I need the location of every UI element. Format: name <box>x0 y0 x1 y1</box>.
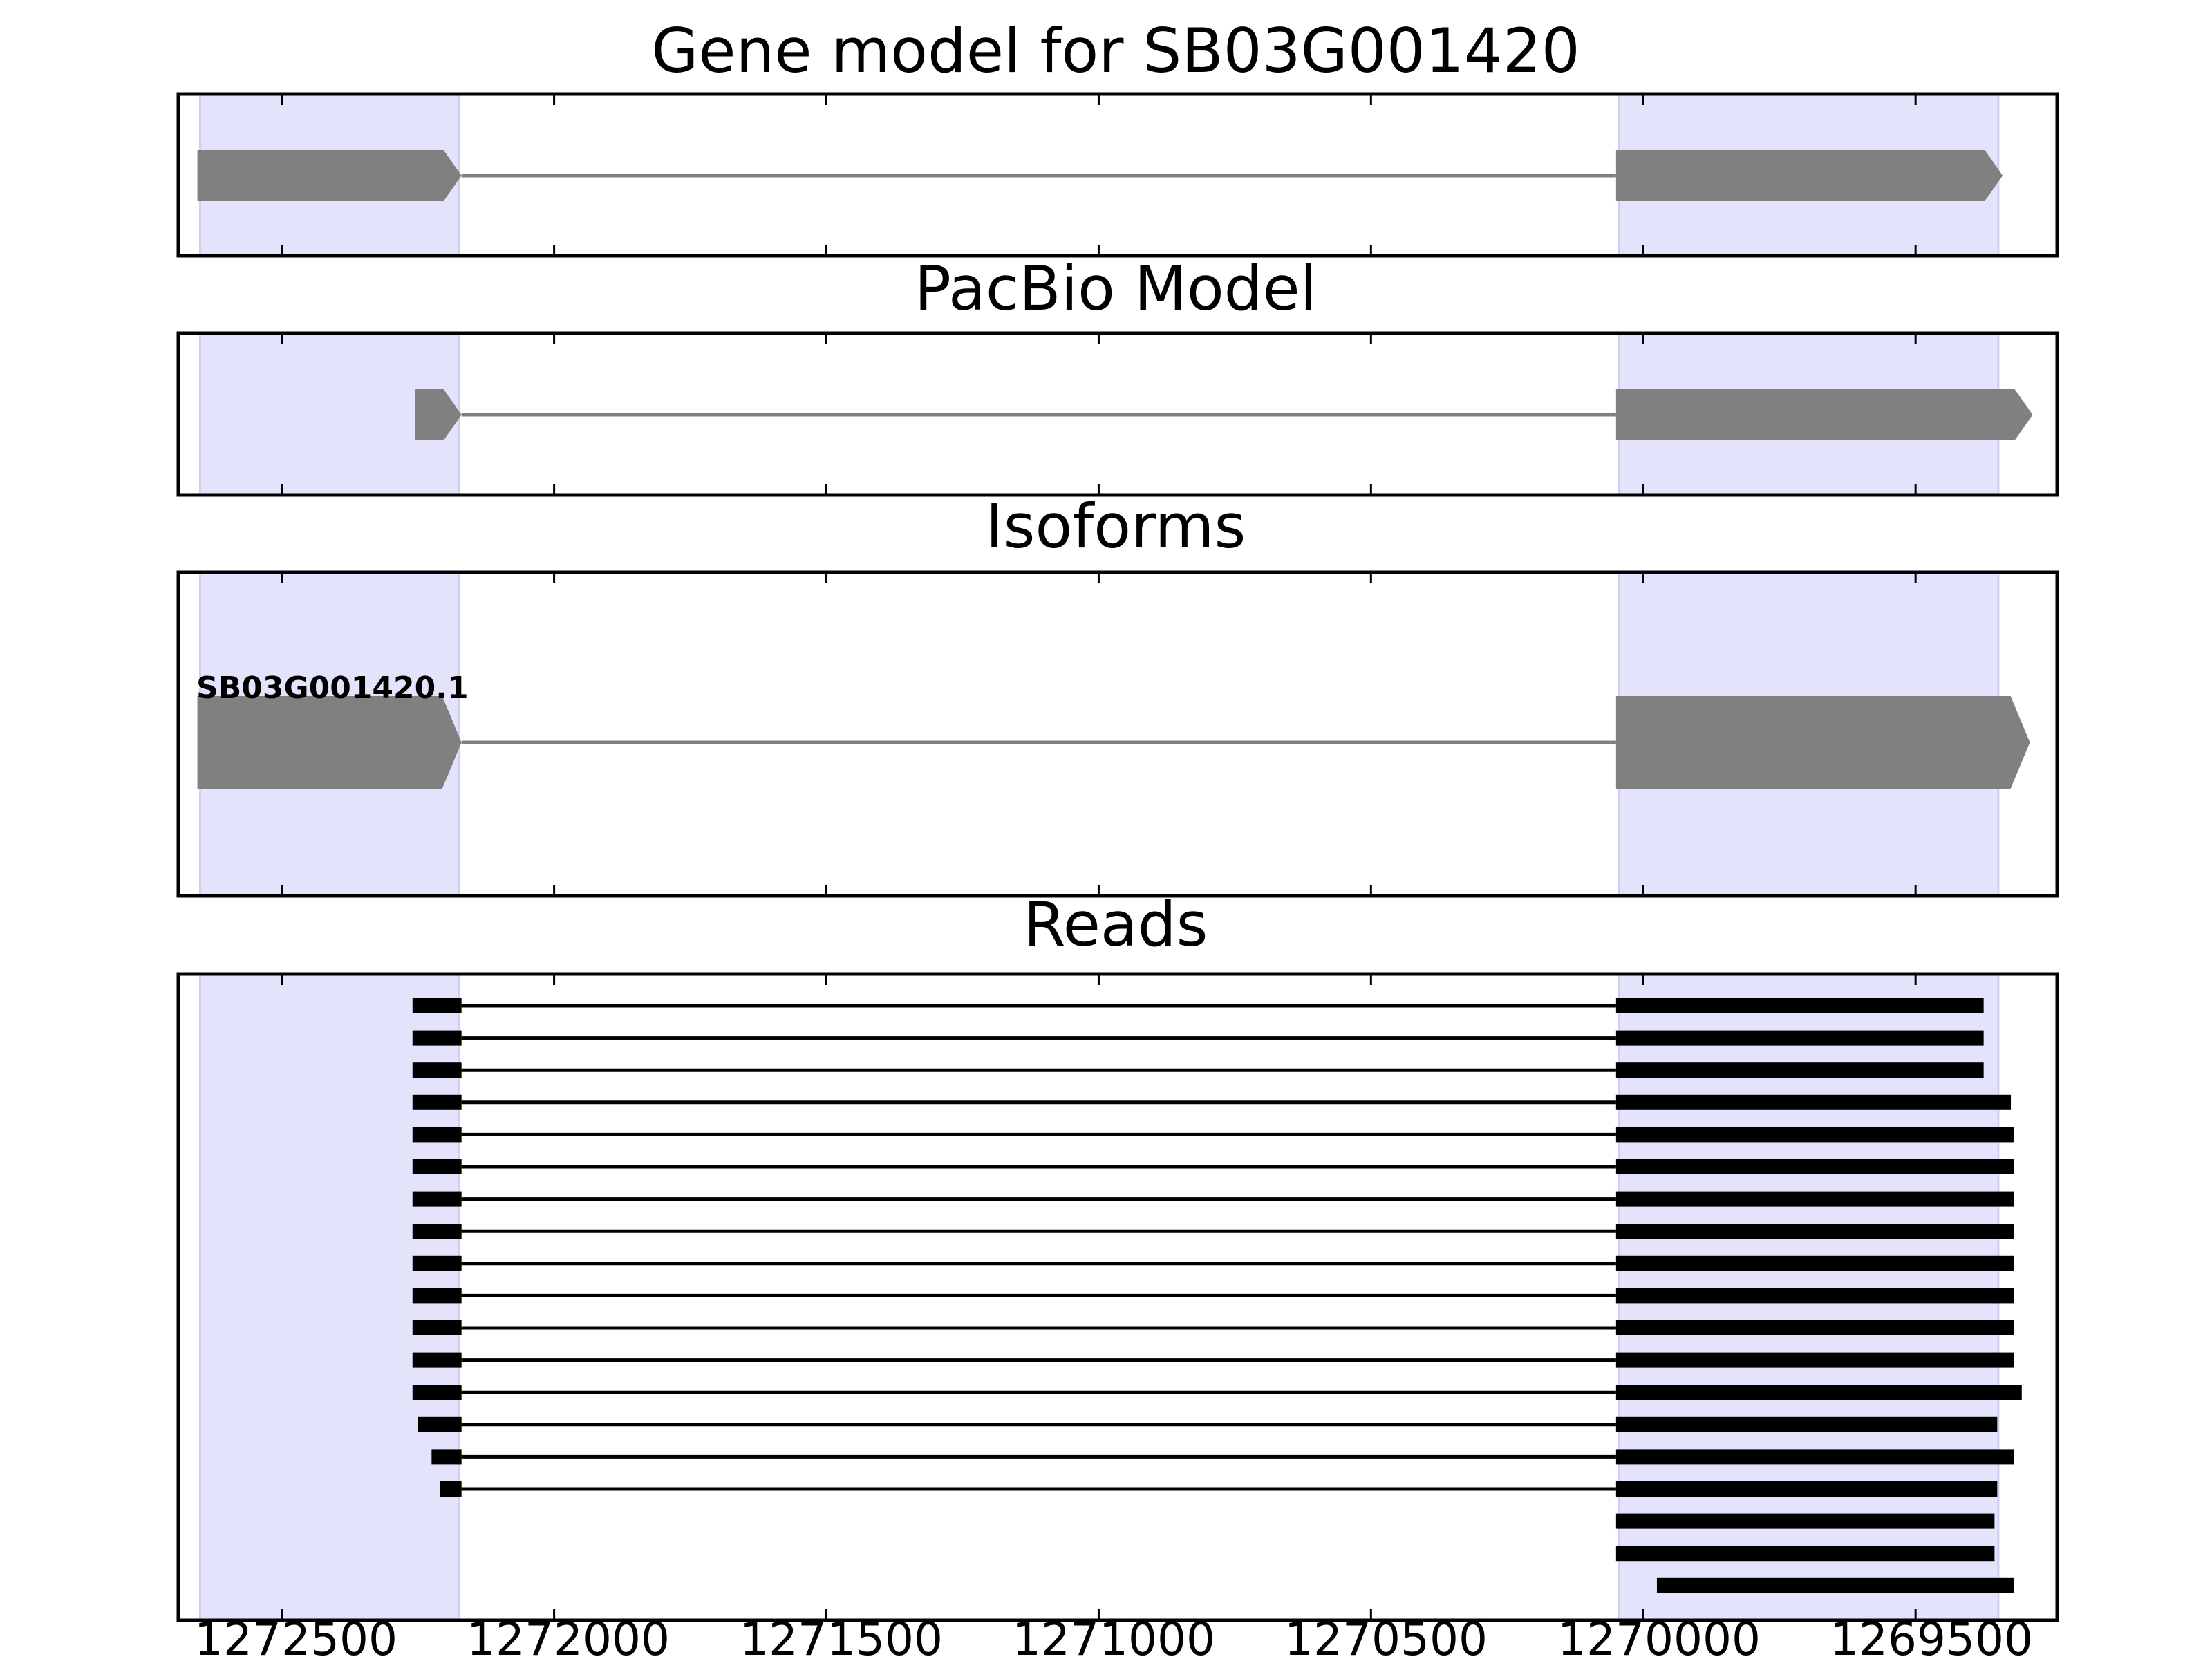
read-block-5-1 <box>1615 1159 2014 1174</box>
read-block-14-1 <box>1615 1449 2014 1465</box>
feature-marks <box>197 150 2033 1593</box>
read-block-3-0 <box>412 1094 462 1110</box>
read-block-10-1 <box>1615 1320 2014 1335</box>
read-block-15-0 <box>440 1481 462 1497</box>
read-block-11-1 <box>1615 1352 2014 1368</box>
read-block-8-1 <box>1615 1255 2014 1271</box>
read-block-2-1 <box>1615 1062 1984 1078</box>
read-block-2-0 <box>412 1062 462 1078</box>
x-tick-label-3: 1271000 <box>1012 1613 1215 1659</box>
read-block-3-1 <box>1615 1094 2012 1110</box>
x-tick-label-5: 1270000 <box>1557 1613 1761 1659</box>
panel-frame-0 <box>176 92 2059 258</box>
read-block-4-0 <box>412 1127 462 1143</box>
exon-mark-1-0 <box>415 389 462 440</box>
read-block-18-0 <box>1656 1577 2014 1593</box>
read-block-9-1 <box>1615 1288 2014 1304</box>
panel-frame-3 <box>176 972 2059 1622</box>
exon-mark-2-1 <box>1615 696 2030 789</box>
read-block-13-1 <box>1615 1416 1998 1432</box>
read-block-4-1 <box>1615 1127 2014 1143</box>
read-block-14-0 <box>431 1449 462 1465</box>
x-tick-label-4: 1270500 <box>1284 1613 1488 1659</box>
x-tick-label-2: 1271500 <box>740 1613 943 1659</box>
read-block-10-0 <box>412 1320 462 1335</box>
panel-frame-2 <box>176 570 2059 898</box>
read-block-12-0 <box>412 1385 462 1400</box>
panel-frame-1 <box>176 331 2059 497</box>
read-block-0-1 <box>1615 998 1984 1013</box>
read-block-17-0 <box>1615 1546 1995 1562</box>
read-block-15-1 <box>1615 1481 1998 1497</box>
panel-title-pacbio-model: PacBio Model <box>915 253 1317 324</box>
read-block-1-0 <box>412 1030 462 1046</box>
isoform-label: SB03G001420.1 <box>196 671 469 706</box>
panel-title-isoforms: Isoforms <box>986 491 1246 562</box>
panel-title-gene-model: Gene model for SB03G001420 <box>651 15 1580 86</box>
x-tick-label-0: 1272500 <box>194 1613 397 1659</box>
read-block-8-0 <box>412 1255 462 1271</box>
exon-mark-0-0 <box>197 150 462 201</box>
x-tick-label-6: 1269500 <box>1830 1613 2033 1659</box>
read-block-6-0 <box>412 1191 462 1207</box>
exon-mark-2-0 <box>197 696 462 789</box>
read-block-12-1 <box>1615 1385 2022 1400</box>
panel-frames <box>176 92 2059 1622</box>
read-block-0-0 <box>412 998 462 1013</box>
x-tick-label-1: 1272000 <box>467 1613 670 1659</box>
exon-mark-1-1 <box>1615 389 2033 440</box>
exon-mark-0-1 <box>1615 150 2003 201</box>
read-block-13-0 <box>418 1416 462 1432</box>
read-block-6-1 <box>1615 1191 2014 1207</box>
panel-title-reads: Reads <box>1024 889 1208 960</box>
read-block-5-0 <box>412 1159 462 1174</box>
read-block-7-1 <box>1615 1224 2014 1239</box>
axis-ticks <box>281 94 1917 1620</box>
read-block-1-1 <box>1615 1030 1984 1046</box>
read-block-16-0 <box>1615 1513 1995 1529</box>
read-block-11-0 <box>412 1352 462 1368</box>
read-block-9-0 <box>412 1288 462 1304</box>
read-block-7-0 <box>412 1224 462 1239</box>
